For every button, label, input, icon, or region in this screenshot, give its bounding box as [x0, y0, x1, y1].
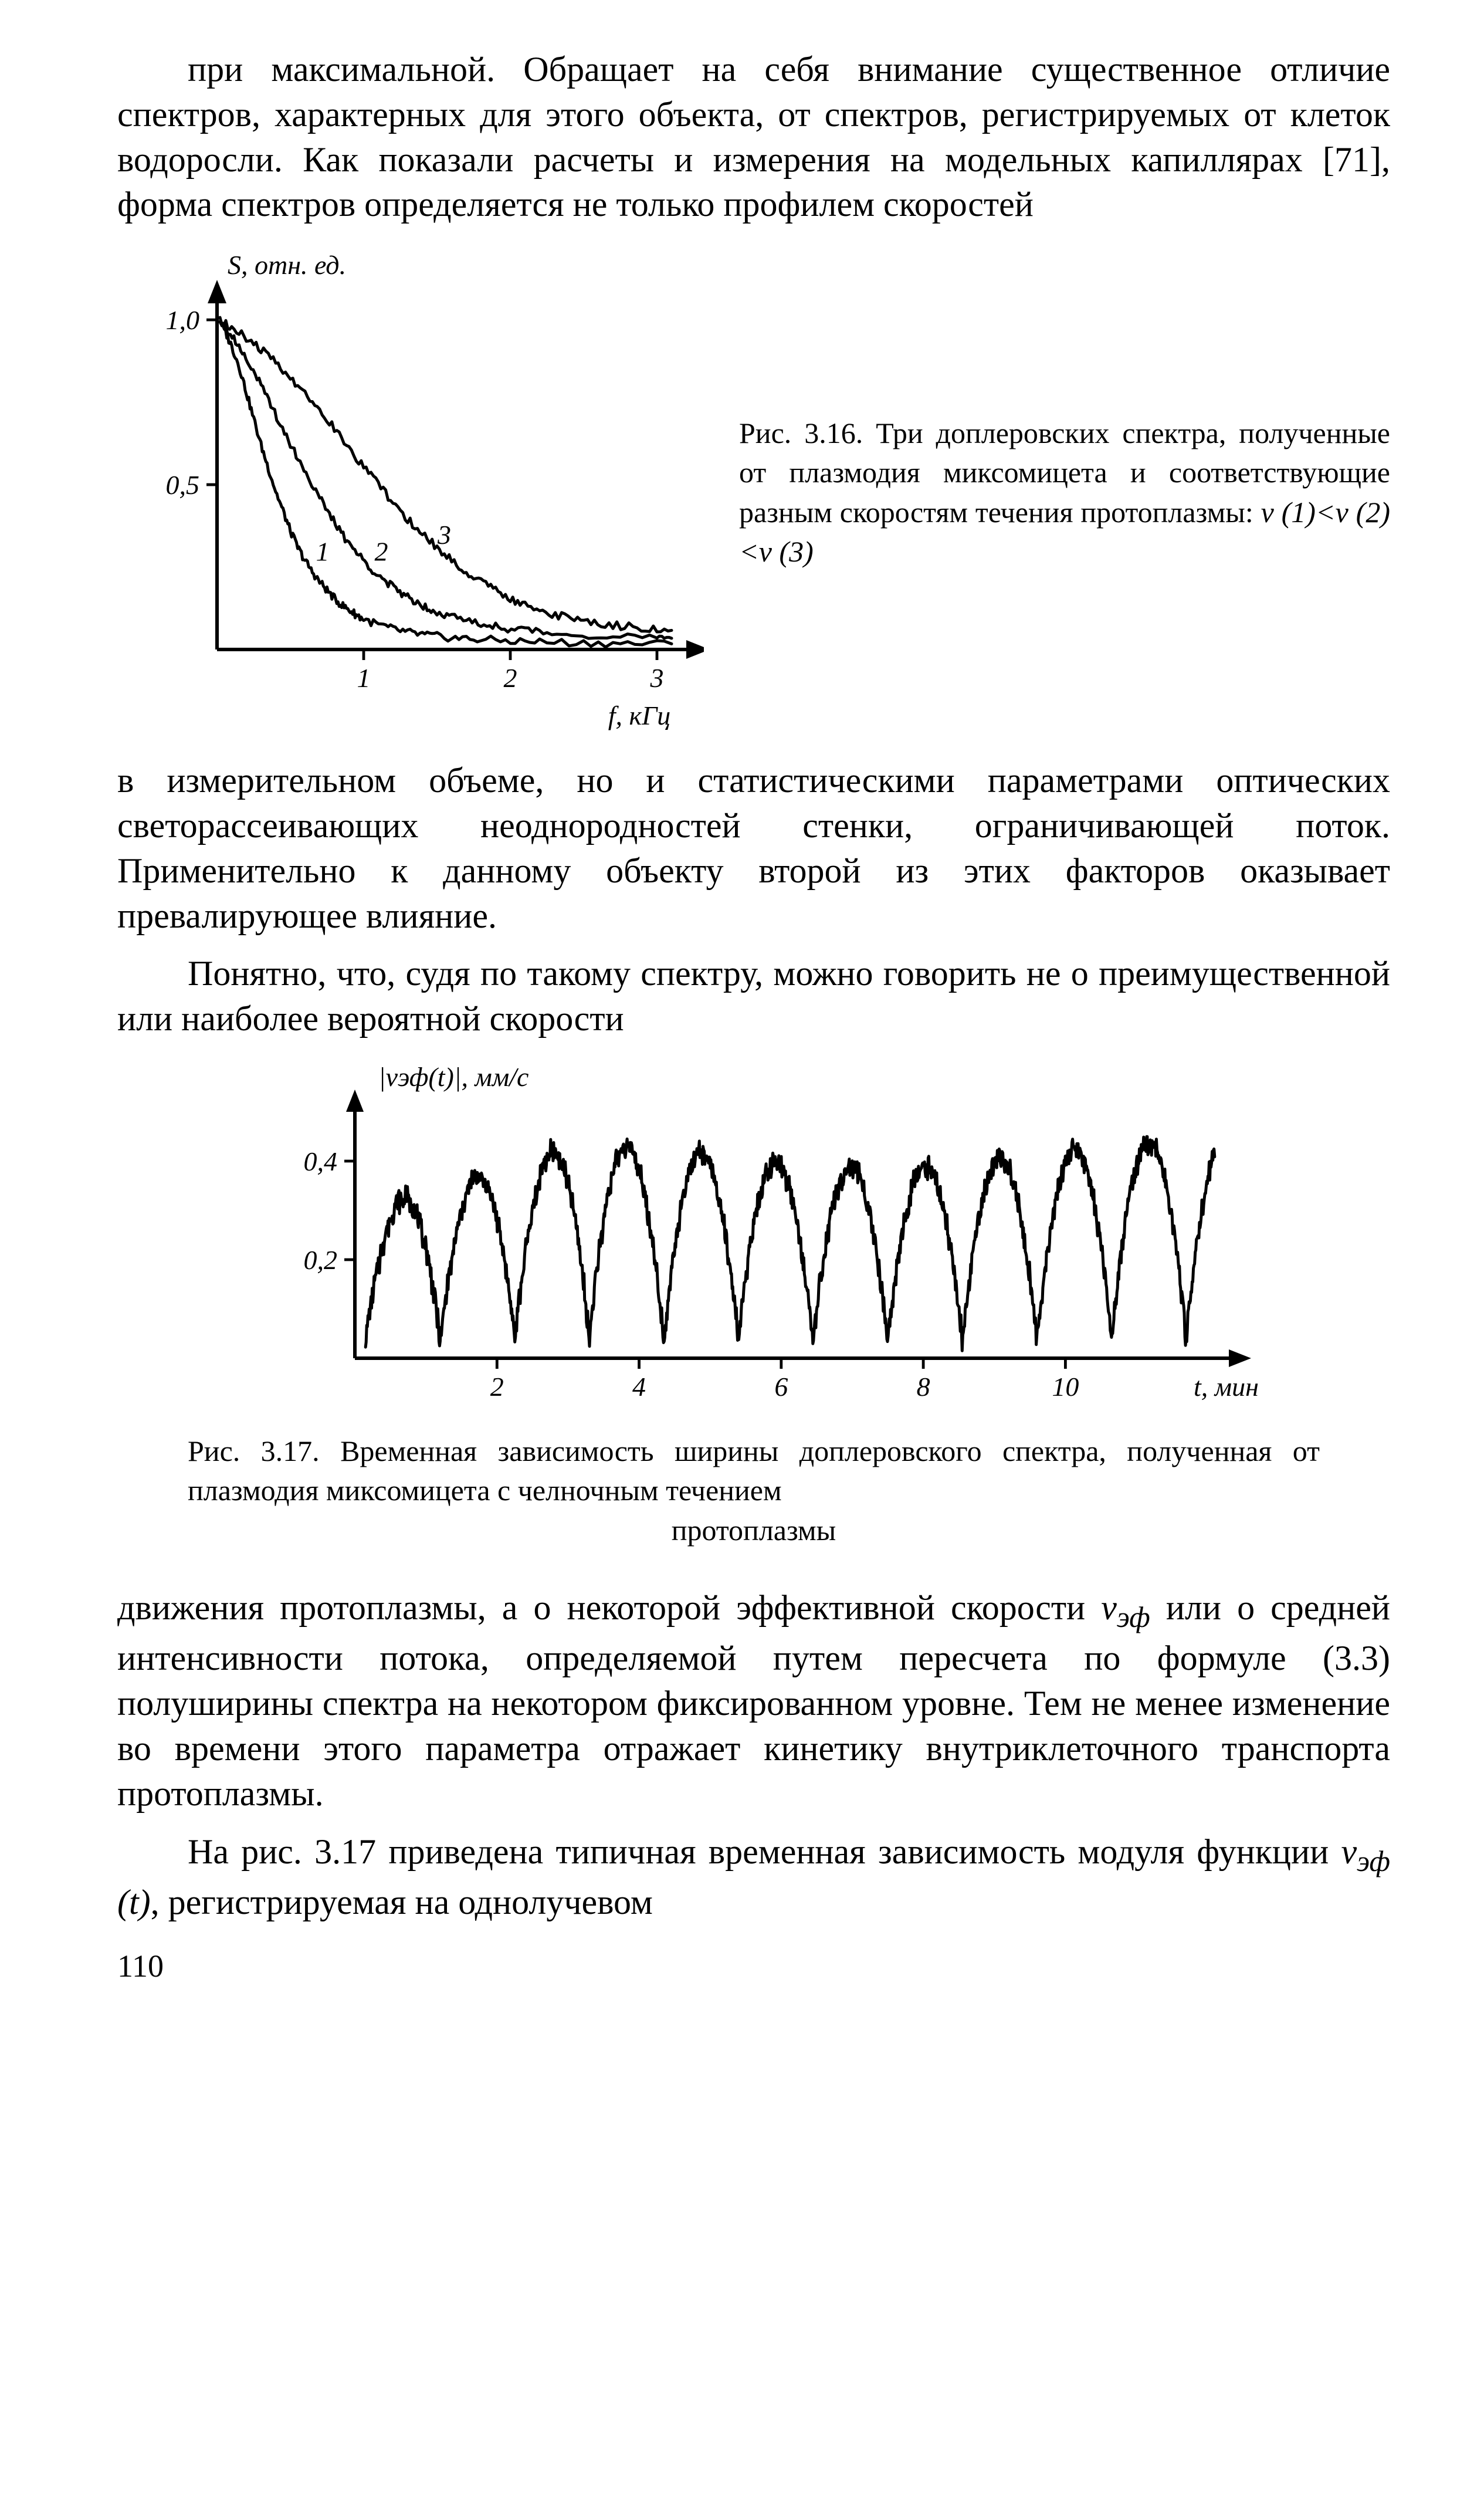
p5-a: На рис. 3.17 приведена типичная временна…: [188, 1832, 1341, 1871]
svg-text:10: 10: [1052, 1372, 1079, 1402]
paragraph-1-text: при максимальной. Обращает на себя внима…: [117, 50, 1390, 224]
svg-text:S, отн. ед.: S, отн. ед.: [228, 251, 346, 280]
svg-text:6: 6: [774, 1372, 788, 1402]
svg-text:3: 3: [437, 520, 451, 550]
v-ef-symbol: vэф: [1101, 1588, 1150, 1627]
figure-3-16-chart: 1,0 0,5 1 2 3 S, отн. ед. f, кГц 1 2 3: [117, 251, 704, 735]
p4-a: движения протоплазмы, а о некоторой эффе…: [117, 1588, 1101, 1627]
svg-text:0,5: 0,5: [166, 470, 200, 500]
paragraph-3-text: Понятно, что, судя по такому спектру, мо…: [117, 954, 1390, 1038]
page: при максимальной. Обращает на себя внима…: [0, 0, 1484, 2055]
paragraph-2-text: в измерительном объеме, но и статистичес…: [117, 761, 1390, 935]
svg-text:2: 2: [375, 536, 388, 566]
figure-3-16-caption: Рис. 3.16. Три доплеровских спектра, пол…: [739, 414, 1390, 572]
svg-text:4: 4: [632, 1372, 646, 1402]
paragraph-3: Понятно, что, судя по такому спектру, мо…: [117, 951, 1390, 1041]
svg-text:|vэф(t)|, мм/с: |vэф(t)|, мм/с: [378, 1062, 528, 1092]
figure-3-17: 0,2 0,4 2 4 6 8 10 |vэф(t)|, мм/с t, мин: [117, 1059, 1390, 1426]
figure-3-17-svg: 0,2 0,4 2 4 6 8 10 |vэф(t)|, мм/с t, мин: [249, 1059, 1258, 1423]
svg-text:3: 3: [650, 663, 664, 693]
p5-b: , регистрируемая на однолучевом: [151, 1883, 653, 1921]
svg-text:f, кГц: f, кГц: [608, 701, 670, 730]
svg-text:1: 1: [357, 663, 371, 693]
svg-text:1: 1: [316, 536, 330, 566]
svg-text:0,2: 0,2: [304, 1245, 338, 1275]
svg-text:0,4: 0,4: [304, 1146, 338, 1176]
fig317-caption-b: протоплазмы: [188, 1511, 1320, 1551]
paragraph-4: движения протоплазмы, а о некоторой эффе…: [117, 1585, 1390, 1816]
svg-text:8: 8: [917, 1372, 930, 1402]
svg-text:1,0: 1,0: [166, 305, 200, 335]
figure-3-16-svg: 1,0 0,5 1 2 3 S, отн. ед. f, кГц 1 2 3: [117, 251, 704, 732]
svg-text:t, мин: t, мин: [1194, 1372, 1258, 1402]
fig317-caption-a: Рис. 3.17. Временная зависимость ширины …: [188, 1434, 1320, 1507]
paragraph-2: в измерительном объеме, но и статистичес…: [117, 758, 1390, 938]
svg-text:2: 2: [490, 1372, 504, 1402]
figure-3-17-caption: Рис. 3.17. Временная зависимость ширины …: [188, 1432, 1320, 1551]
page-number: 110: [117, 1948, 1390, 1984]
svg-text:2: 2: [504, 663, 517, 693]
paragraph-5: На рис. 3.17 приведена типичная временна…: [117, 1829, 1390, 1925]
paragraph-1: при максимальной. Обращает на себя внима…: [117, 47, 1390, 227]
figure-3-16-row: 1,0 0,5 1 2 3 S, отн. ед. f, кГц 1 2 3 Рис. 3.16.…: [117, 251, 1390, 735]
